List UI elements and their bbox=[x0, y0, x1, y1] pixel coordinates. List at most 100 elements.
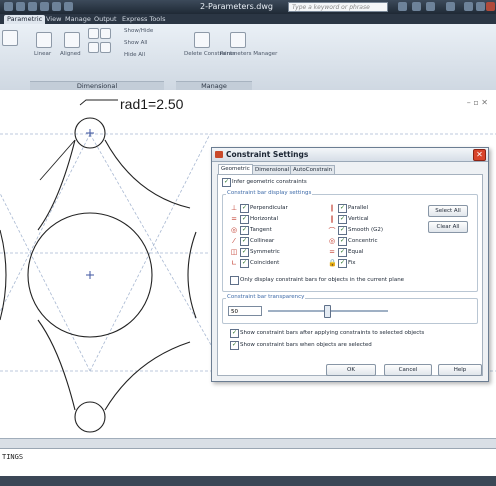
coincident-label: Coincident bbox=[250, 260, 280, 266]
show-when-selected-label: Show constraint bars when objects are se… bbox=[240, 342, 372, 348]
constraint-settings-dialog: Constraint Settings ✕ Geometric Dimensio… bbox=[211, 147, 489, 382]
horizontal-label: Horizontal bbox=[250, 216, 279, 222]
transparency-group bbox=[222, 298, 478, 324]
auto-constrain-icon[interactable] bbox=[2, 30, 18, 46]
fix-icon: 🔒 bbox=[328, 259, 337, 267]
geometric-tab-panel: ✓ Infer geometric constraints Constraint… bbox=[217, 174, 483, 376]
concentric-icon: ◎ bbox=[328, 237, 336, 245]
tab-autoconstrain[interactable]: AutoConstrain bbox=[290, 165, 336, 175]
equal-checkbox[interactable]: ✓ bbox=[338, 248, 347, 257]
fix-checkbox[interactable]: ✓ bbox=[338, 259, 347, 268]
app-menu-icon[interactable] bbox=[4, 2, 13, 11]
tangent-label: Tangent bbox=[250, 227, 272, 233]
display-settings-title: Constraint bar display settings bbox=[226, 190, 313, 196]
help-icon[interactable] bbox=[446, 2, 455, 11]
linear-icon[interactable] bbox=[36, 32, 52, 48]
aligned-icon[interactable] bbox=[64, 32, 80, 48]
cancel-button[interactable]: Cancel bbox=[384, 364, 432, 376]
command-line[interactable]: TINGS bbox=[0, 448, 496, 477]
symmetric-checkbox[interactable]: ✓ bbox=[240, 248, 249, 257]
horizontal-icon: = bbox=[231, 215, 237, 223]
help-search-input[interactable]: Type a keyword or phrase bbox=[288, 2, 388, 12]
show-when-selected-checkbox[interactable]: ✓ bbox=[230, 341, 239, 350]
parallel-label: Parallel bbox=[348, 205, 369, 211]
dimensional-panel-label[interactable]: Dimensional bbox=[30, 81, 164, 90]
diameter-icon[interactable] bbox=[100, 28, 111, 39]
collinear-checkbox[interactable]: ✓ bbox=[240, 237, 249, 246]
horizontal-checkbox[interactable]: ✓ bbox=[240, 215, 249, 224]
infer-constraints-label: Infer geometric constraints bbox=[232, 179, 307, 185]
aligned-label: Aligned bbox=[60, 51, 81, 57]
undo-icon[interactable] bbox=[52, 2, 61, 11]
transparency-value-input[interactable]: 50 bbox=[228, 306, 262, 316]
show-all-button[interactable]: Show All bbox=[124, 40, 148, 46]
collinear-icon: ⁄ bbox=[233, 237, 235, 245]
redo-icon[interactable] bbox=[64, 2, 73, 11]
angular-icon[interactable] bbox=[88, 42, 99, 53]
convert-icon[interactable] bbox=[100, 42, 111, 53]
radius-icon[interactable] bbox=[88, 28, 99, 39]
display-settings-group bbox=[222, 194, 478, 292]
ok-button[interactable]: OK bbox=[326, 364, 376, 376]
show-hide-button[interactable]: Show/Hide bbox=[124, 28, 154, 34]
dialog-title-bar[interactable]: Constraint Settings ✕ bbox=[212, 148, 488, 162]
smooth-icon: ⌒ bbox=[328, 227, 336, 235]
vertical-icon: ‖ bbox=[330, 215, 334, 223]
hide-all-button[interactable]: Hide All bbox=[124, 52, 146, 58]
open-icon[interactable] bbox=[28, 2, 37, 11]
app-icon bbox=[215, 151, 223, 158]
transparency-slider-thumb[interactable] bbox=[324, 305, 331, 318]
fix-label: Fix bbox=[348, 260, 356, 266]
only-display-checkbox[interactable] bbox=[230, 276, 239, 285]
close-icon[interactable] bbox=[486, 2, 495, 11]
perpendicular-label: Perpendicular bbox=[250, 205, 288, 211]
status-bar bbox=[0, 476, 496, 486]
coincident-checkbox[interactable]: ✓ bbox=[240, 259, 249, 268]
dimension-constraint-label[interactable]: rad1=2.50 bbox=[120, 96, 184, 112]
select-all-button[interactable]: Select All bbox=[428, 205, 468, 217]
tab-view[interactable]: View bbox=[46, 15, 62, 23]
delete-constraints-icon[interactable] bbox=[194, 32, 210, 48]
layout-tabs-bar[interactable] bbox=[0, 438, 496, 449]
perpendicular-icon: ⊥ bbox=[230, 204, 238, 212]
vertical-label: Vertical bbox=[348, 216, 369, 222]
smooth-label: Smooth (G2) bbox=[348, 227, 384, 233]
tab-express-tools[interactable]: Express Tools bbox=[122, 15, 166, 23]
help-button[interactable]: Help bbox=[438, 364, 482, 376]
transparency-title: Constraint bar transparency bbox=[226, 294, 306, 300]
show-after-apply-label: Show constraint bars after applying cons… bbox=[240, 330, 425, 336]
parameters-manager-label: Parameters Manager bbox=[220, 51, 278, 57]
parallel-checkbox[interactable]: ✓ bbox=[338, 204, 347, 213]
clear-all-button[interactable]: Clear All bbox=[428, 221, 468, 233]
concentric-checkbox[interactable]: ✓ bbox=[338, 237, 347, 246]
tab-output[interactable]: Output bbox=[94, 15, 117, 23]
equal-label: Equal bbox=[348, 249, 364, 255]
star-icon[interactable] bbox=[426, 2, 435, 11]
coincident-icon: ∟ bbox=[231, 259, 237, 267]
linear-label: Linear bbox=[34, 51, 52, 57]
equal-icon: = bbox=[329, 248, 335, 256]
search-icon[interactable] bbox=[398, 2, 407, 11]
concentric-label: Concentric bbox=[348, 238, 378, 244]
maximize-icon[interactable] bbox=[476, 2, 485, 11]
minimize-icon[interactable] bbox=[464, 2, 473, 11]
fx-icon[interactable] bbox=[230, 32, 246, 48]
dialog-title: Constraint Settings bbox=[226, 150, 309, 159]
close-icon[interactable]: ✕ bbox=[473, 149, 486, 161]
perpendicular-checkbox[interactable]: ✓ bbox=[240, 204, 249, 213]
smooth-checkbox[interactable]: ✓ bbox=[338, 226, 347, 235]
save-icon[interactable] bbox=[40, 2, 49, 11]
tab-manage[interactable]: Manage bbox=[65, 15, 91, 23]
subscription-icon[interactable] bbox=[412, 2, 421, 11]
vertical-checkbox[interactable]: ✓ bbox=[338, 215, 347, 224]
viewport-controls[interactable]: – ▫ ✕ bbox=[466, 98, 488, 107]
command-history-text: TINGS bbox=[2, 453, 24, 461]
infer-constraints-checkbox[interactable]: ✓ bbox=[222, 178, 231, 187]
show-after-apply-checkbox[interactable]: ✓ bbox=[230, 329, 239, 338]
new-icon[interactable] bbox=[16, 2, 25, 11]
tangent-icon: ◎ bbox=[230, 226, 238, 234]
tangent-checkbox[interactable]: ✓ bbox=[240, 226, 249, 235]
tab-parametric[interactable]: Parametric bbox=[4, 15, 46, 24]
only-display-label: Only display constraint bars for objects… bbox=[240, 277, 405, 283]
symmetric-icon: ◫ bbox=[230, 248, 238, 256]
